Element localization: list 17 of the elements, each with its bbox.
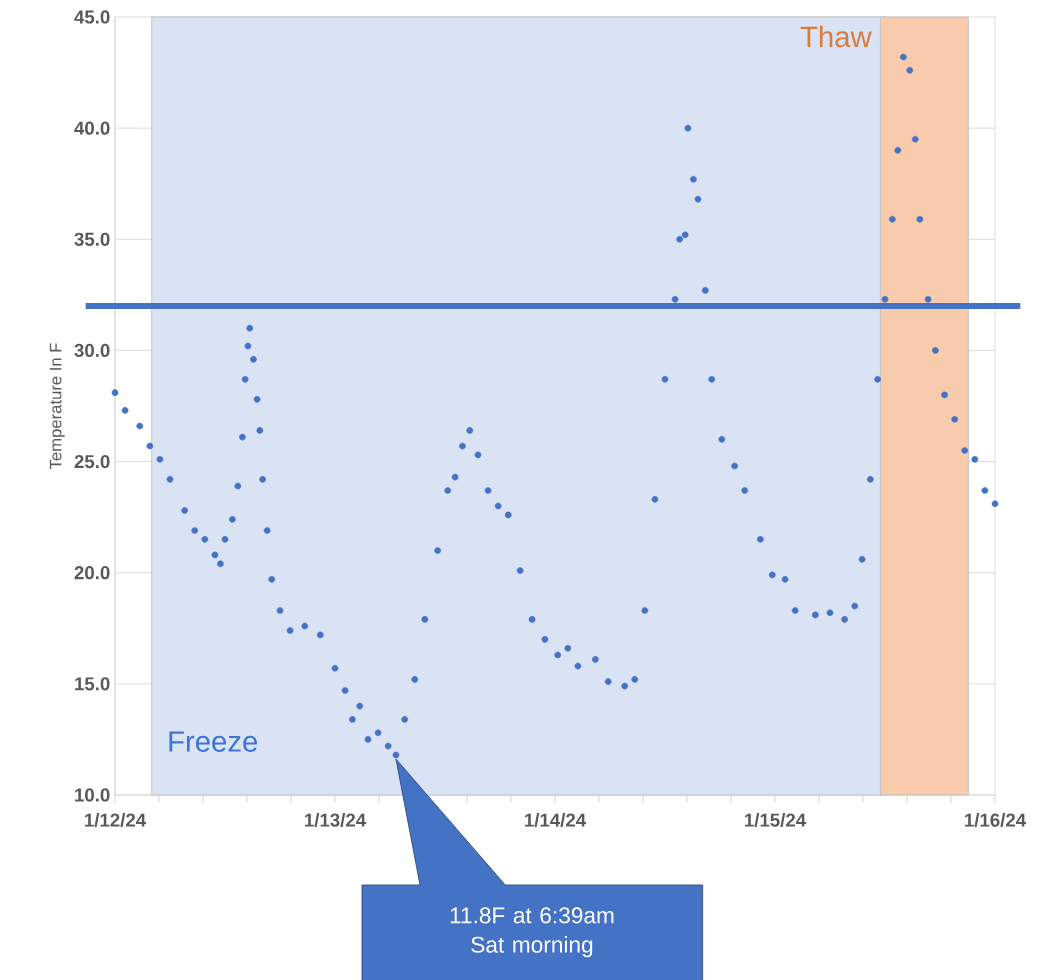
y-tick-label: 25.0 xyxy=(74,454,110,469)
x-tick-label: 1/12/24 xyxy=(85,813,147,827)
x-tick-label: 1/13/24 xyxy=(305,813,367,827)
y-tick-label: 10.0 xyxy=(75,788,110,802)
y-tick-label: 30.0 xyxy=(74,343,110,358)
y-tick-label: 40.0 xyxy=(74,121,110,135)
band-label: Freeze xyxy=(169,731,258,752)
y-axis-title: Temperature In F xyxy=(49,343,65,470)
x-tick-label: 1/16/24 xyxy=(965,813,1027,827)
y-tick-label: 35.0 xyxy=(74,232,110,246)
y-tick-label: 45.0 xyxy=(74,10,110,24)
y-tick-label: 15.0 xyxy=(75,677,110,691)
band-label: Thaw xyxy=(800,25,872,48)
text: 11.8F at 6:39am Sat morning xyxy=(450,907,614,958)
x-tick-label: 1/15/24 xyxy=(745,813,807,827)
y-tick-label: 20.0 xyxy=(74,566,110,580)
x-tick-label: 1/14/24 xyxy=(525,813,587,827)
